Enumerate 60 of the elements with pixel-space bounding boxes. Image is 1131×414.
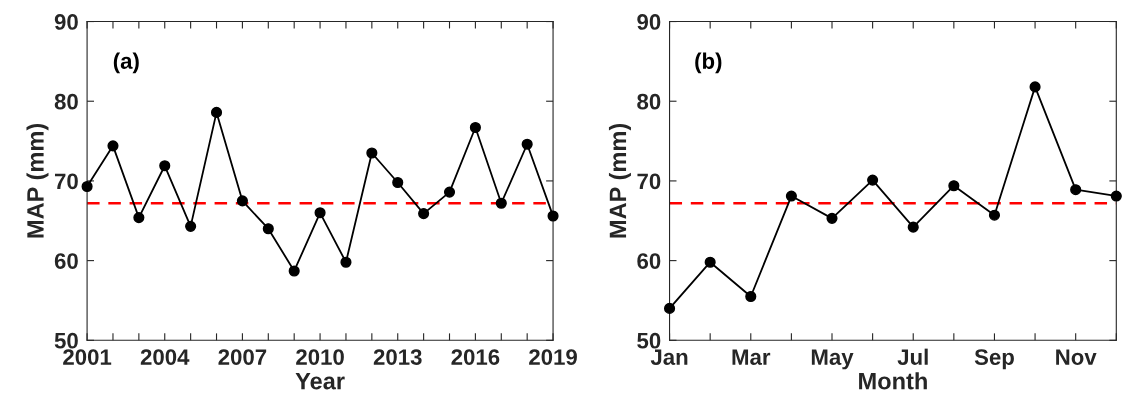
point <box>469 121 481 134</box>
x-tick-label: 2001 <box>63 349 112 365</box>
point <box>107 140 119 152</box>
point <box>1110 190 1122 202</box>
y-tick-label: 80 <box>637 93 661 110</box>
point <box>948 180 960 192</box>
x-axis-title: Month <box>859 372 927 390</box>
point <box>443 186 456 198</box>
point <box>1070 184 1082 196</box>
point <box>81 180 93 193</box>
point <box>495 197 507 209</box>
y-tick-label: 70 <box>54 173 78 190</box>
x-tick-label: 2016 <box>451 349 500 365</box>
point <box>785 190 797 202</box>
point <box>340 256 352 268</box>
x-tick-label: 2007 <box>218 349 267 365</box>
y-tick-label: 70 <box>637 173 661 190</box>
y-axis-title: MAP (mm) <box>608 123 631 238</box>
point <box>907 221 919 233</box>
annotation: (a) <box>113 52 139 74</box>
x-tick-label: 2010 <box>296 349 344 365</box>
y-tick-label: 60 <box>54 253 78 269</box>
point <box>745 290 757 303</box>
x-tick-label: Jan <box>650 349 688 365</box>
x-tick-label: Sep <box>974 349 1014 370</box>
point <box>392 176 404 189</box>
point <box>867 174 879 186</box>
x-tick-label: Jul <box>897 348 928 365</box>
y-tick-label: 90 <box>54 14 78 30</box>
point <box>262 223 274 235</box>
point <box>418 208 430 220</box>
y-tick-label: 50 <box>637 332 661 349</box>
y-tick-label: 80 <box>54 93 78 110</box>
point <box>826 212 838 224</box>
y-tick-label: 50 <box>54 332 78 349</box>
point <box>314 207 326 219</box>
x-tick-label: Mar <box>732 349 771 365</box>
point <box>663 302 676 314</box>
point <box>288 265 300 277</box>
point <box>704 256 716 268</box>
x-tick-label: 2013 <box>373 349 422 365</box>
point <box>547 210 559 222</box>
x-tick-label: 2004 <box>140 349 190 365</box>
point <box>1029 81 1041 93</box>
point <box>210 106 223 118</box>
x-tick-label: 2019 <box>529 349 577 365</box>
point <box>159 160 171 172</box>
y-axis-title: MAP (mm) <box>26 123 49 238</box>
point <box>366 147 378 159</box>
y-tick-label: 90 <box>637 14 661 30</box>
point <box>236 195 248 207</box>
point <box>521 138 533 150</box>
point <box>133 212 145 224</box>
point <box>185 220 197 232</box>
x-axis-title: Year <box>295 373 345 390</box>
x-tick-label: Nov <box>1056 349 1097 365</box>
annotation: (b) <box>695 52 722 74</box>
y-tick-label: 60 <box>637 253 661 269</box>
x-tick-label: May <box>811 349 854 370</box>
point <box>988 209 1001 221</box>
